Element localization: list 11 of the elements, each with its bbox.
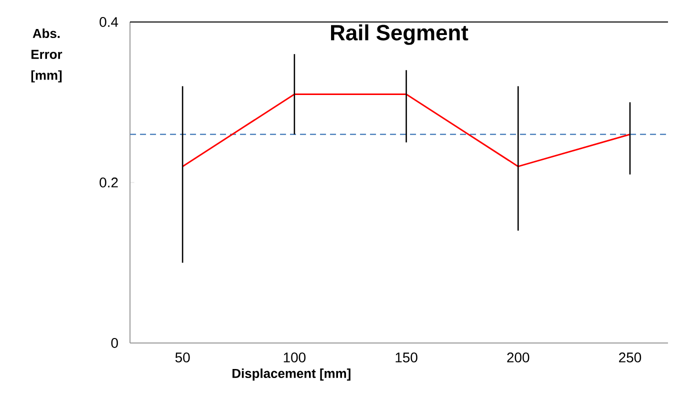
x-tick-label: 250 <box>619 352 642 362</box>
y-axis-title: Abs. Error [mm] <box>31 28 62 82</box>
x-tick-label: 150 <box>396 352 418 362</box>
y-tick-label: 0 <box>111 338 118 348</box>
y-tick-label: 0.2 <box>100 178 118 188</box>
x-tick-label: 100 <box>284 352 306 362</box>
chart-title: Rail Segment <box>331 24 468 45</box>
y-tick-label: 0.4 <box>100 17 118 27</box>
x-axis-title: Displacement [mm] <box>232 368 350 381</box>
x-tick-label: 50 <box>175 352 190 362</box>
x-tick-label: 200 <box>507 352 530 362</box>
